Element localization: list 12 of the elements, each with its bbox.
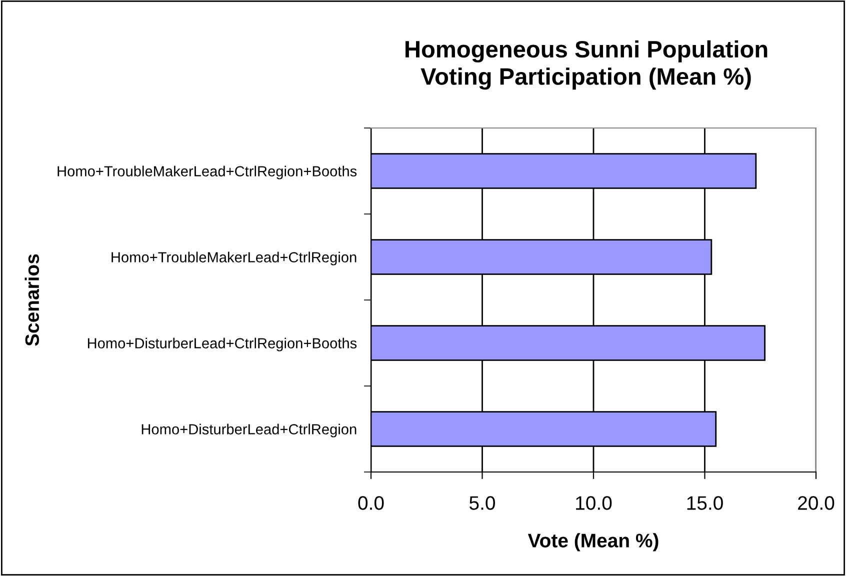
x-tick-label: 5.0	[470, 496, 496, 510]
x-tick-label: 20.0	[798, 496, 834, 510]
chart-title: Homogeneous Sunni Population Voting Participation (Mean %)	[406, 40, 768, 90]
y-axis-title: Scenarios	[24, 254, 40, 346]
x-tick-label: 15.0	[687, 496, 723, 510]
x-axis-title: Vote (Mean %)	[528, 533, 658, 552]
y-tick-label: Homo+DisturberLead+CtrlRegion+Booths	[88, 338, 357, 352]
x-tick-label: 10.0	[576, 496, 612, 510]
y-tick-label: Homo+TroubleMakerLead+CtrlRegion	[112, 252, 356, 266]
y-tick-label: Homo+TroubleMakerLead+CtrlRegion+Booths	[58, 166, 357, 180]
x-tick-label: 0.0	[358, 496, 384, 510]
y-tick-label: Homo+DisturberLead+CtrlRegion	[142, 424, 356, 438]
